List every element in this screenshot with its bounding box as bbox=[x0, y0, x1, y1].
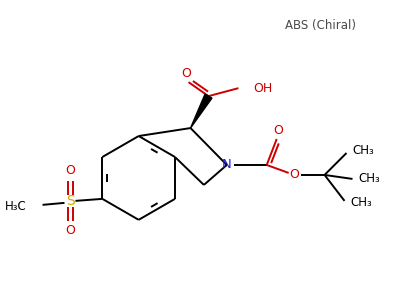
Text: S: S bbox=[66, 194, 75, 208]
Text: O: O bbox=[274, 123, 284, 137]
Text: OH: OH bbox=[254, 82, 273, 95]
Text: H₃C: H₃C bbox=[5, 200, 27, 213]
Text: O: O bbox=[181, 67, 191, 80]
Text: CH₃: CH₃ bbox=[359, 172, 380, 185]
Text: CH₃: CH₃ bbox=[353, 144, 375, 157]
Text: O: O bbox=[66, 224, 75, 237]
Polygon shape bbox=[191, 94, 212, 128]
Text: O: O bbox=[66, 164, 75, 178]
Text: CH₃: CH₃ bbox=[351, 196, 373, 209]
Text: O: O bbox=[290, 169, 300, 182]
Text: N: N bbox=[222, 158, 232, 172]
Text: ABS (Chiral): ABS (Chiral) bbox=[285, 19, 356, 32]
